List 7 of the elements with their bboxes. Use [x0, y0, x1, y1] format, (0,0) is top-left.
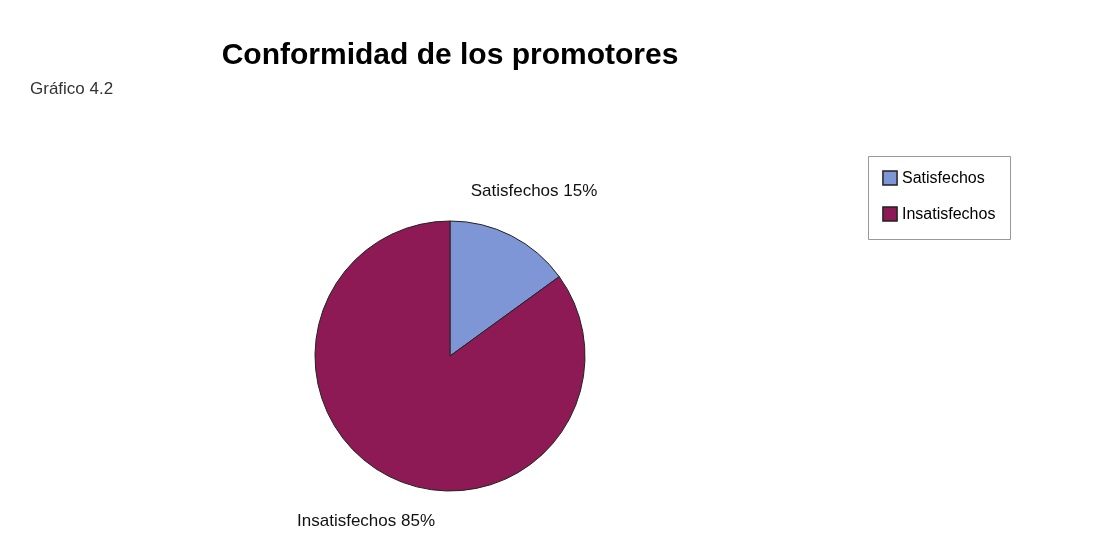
pie-slice — [314, 220, 586, 492]
legend-label: Insatisfechos — [902, 205, 996, 222]
data-label: Satisfechos 15% — [470, 181, 598, 201]
text: Gráfico 4.2 — [30, 79, 114, 98]
chart-title: Conformidad de los promotores — [221, 37, 679, 70]
data-label: Insatisfechos 85% — [297, 510, 435, 530]
legend-label: Satisfechos — [902, 169, 985, 186]
